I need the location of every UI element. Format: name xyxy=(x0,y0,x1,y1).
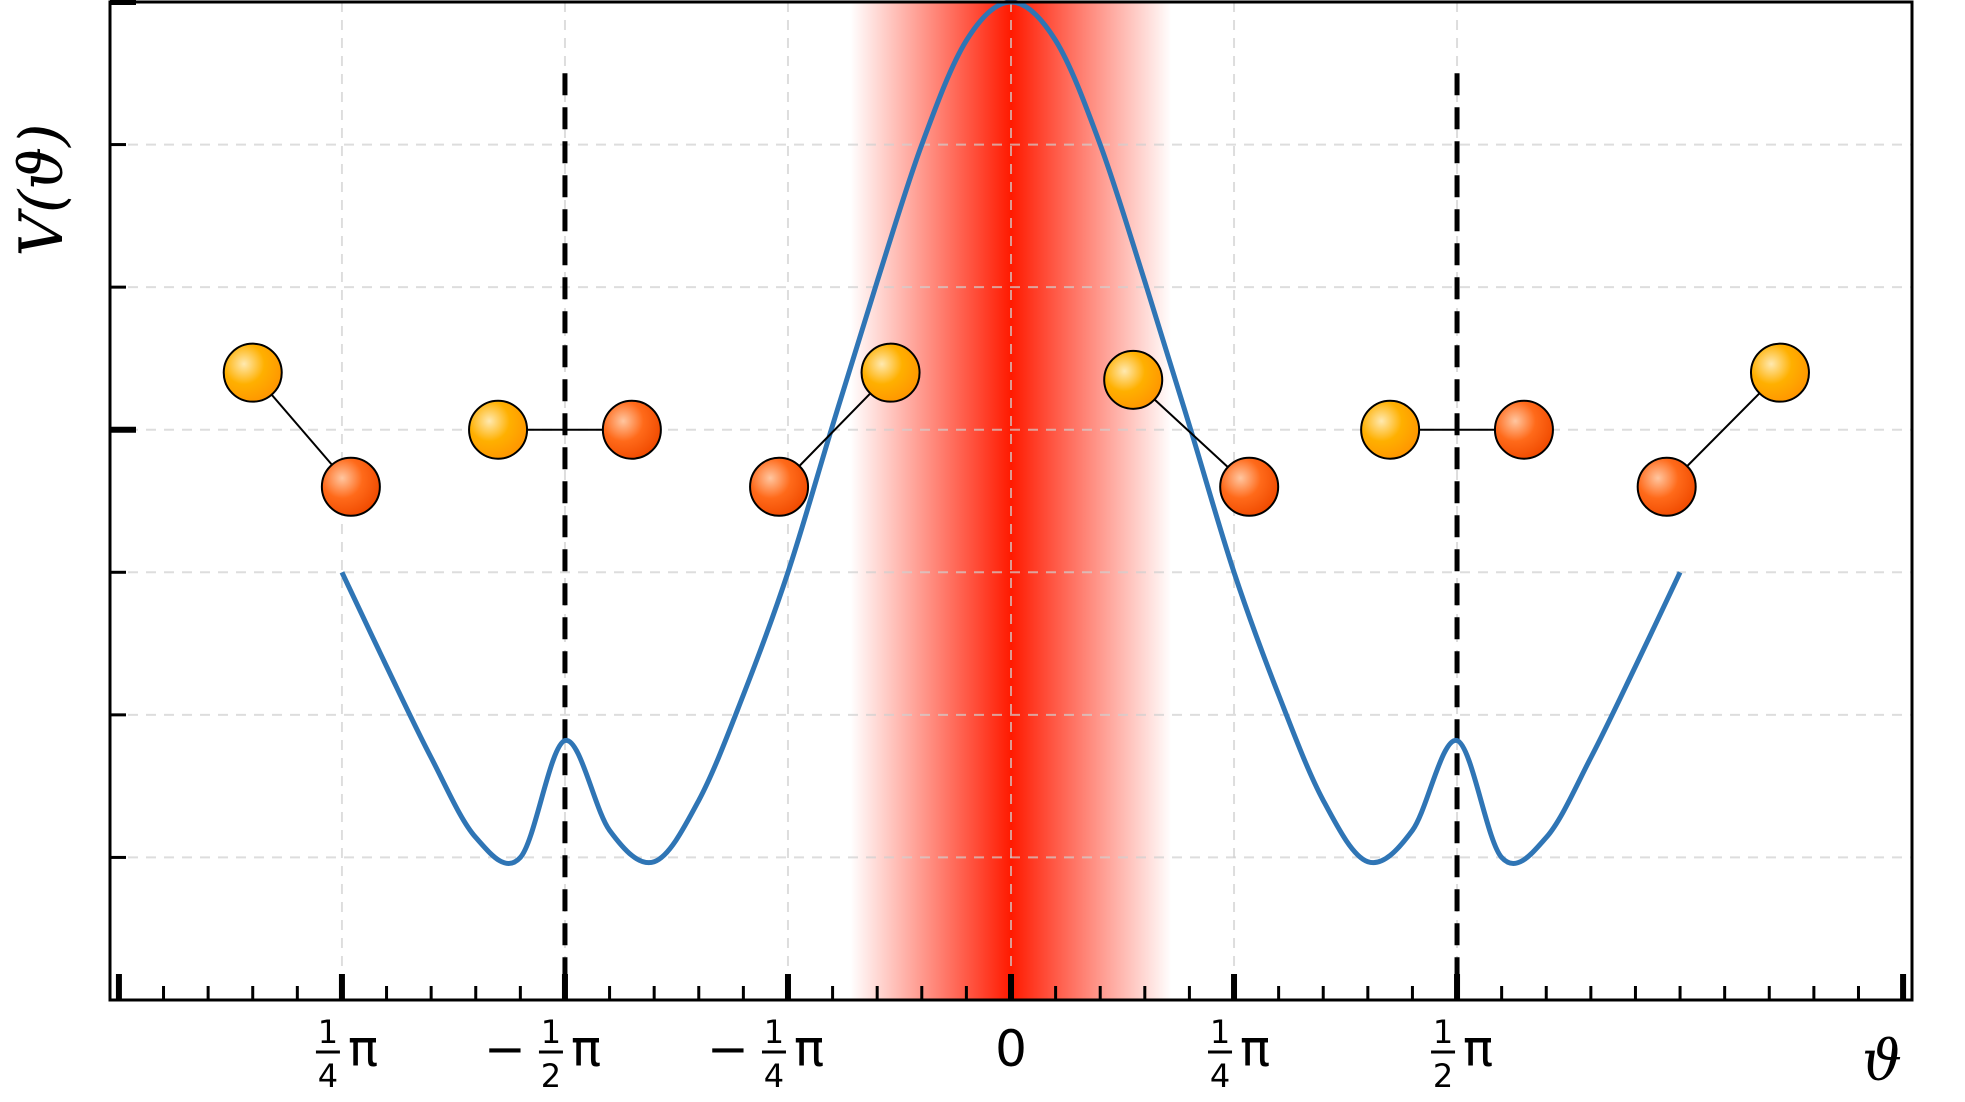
x-tick-label: −1 4 π xyxy=(707,1013,824,1095)
x-tick-label-suffix: π xyxy=(571,1020,601,1078)
y-axis-label: V(ϑ) xyxy=(7,123,77,256)
x-tick-label-num: 1 xyxy=(541,1013,561,1051)
x-tick-label: 1 4 π xyxy=(1208,1013,1270,1095)
molecule-atom-bottom xyxy=(1219,456,1280,517)
molecule-atom-bottom xyxy=(1636,456,1697,517)
x-tick-label-num: 1 xyxy=(1433,1013,1453,1051)
molecule-atom-top xyxy=(222,342,283,403)
dashed-vertical-lines xyxy=(562,73,1460,1000)
x-tick-label-num: 1 xyxy=(1210,1013,1230,1051)
x-tick-label: 1 4 π xyxy=(315,1013,378,1095)
molecule-atom-top xyxy=(1103,349,1164,410)
molecule xyxy=(1103,349,1280,517)
molecules xyxy=(222,342,1810,517)
molecule-atom-bottom xyxy=(601,399,662,460)
x-tick-label-suffix: π xyxy=(1240,1020,1270,1078)
x-tick-label-sign: − xyxy=(484,1020,526,1078)
molecule xyxy=(222,342,381,517)
x-tick-label-den: 2 xyxy=(1433,1057,1453,1095)
x-tick-label-num: 1 xyxy=(764,1013,784,1051)
x-axis-label: ϑ xyxy=(1862,1029,1902,1094)
x-tick-label-num: 1 xyxy=(318,1013,338,1051)
molecule xyxy=(1360,399,1554,460)
x-tick-label-suffix: π xyxy=(348,1020,378,1078)
molecule-atom-bottom xyxy=(320,456,381,517)
x-tick-label-suffix: π xyxy=(794,1020,824,1078)
molecule-atom-bottom xyxy=(1493,399,1554,460)
x-tick-label-den: 4 xyxy=(764,1057,784,1095)
molecule-atom-top xyxy=(1749,342,1810,403)
molecule-atom-top xyxy=(1360,399,1421,460)
x-tick-label-den: 4 xyxy=(318,1057,338,1095)
molecule xyxy=(468,399,662,460)
molecule xyxy=(1636,342,1810,517)
x-tick-labels: 14 π −12 π −14 π 0 14 π 12 π xyxy=(315,1013,1493,1095)
molecule-atom-top xyxy=(468,399,529,460)
x-tick-label-sign: − xyxy=(707,1020,749,1078)
x-tick-label: 1 2 π xyxy=(1431,1013,1493,1095)
molecule xyxy=(749,342,921,517)
molecule-atom-top xyxy=(860,342,921,403)
x-tick-label: 0 xyxy=(995,1020,1027,1078)
x-tick-label: −1 2 π xyxy=(484,1013,601,1095)
molecule-atom-bottom xyxy=(749,456,810,517)
x-tick-label-den: 4 xyxy=(1210,1057,1230,1095)
axis-ticks xyxy=(110,0,1907,1000)
x-tick-label-suffix: π xyxy=(1463,1020,1493,1078)
x-tick-label-den: 2 xyxy=(541,1057,561,1095)
x-tick-label-text: 0 xyxy=(995,1020,1027,1078)
